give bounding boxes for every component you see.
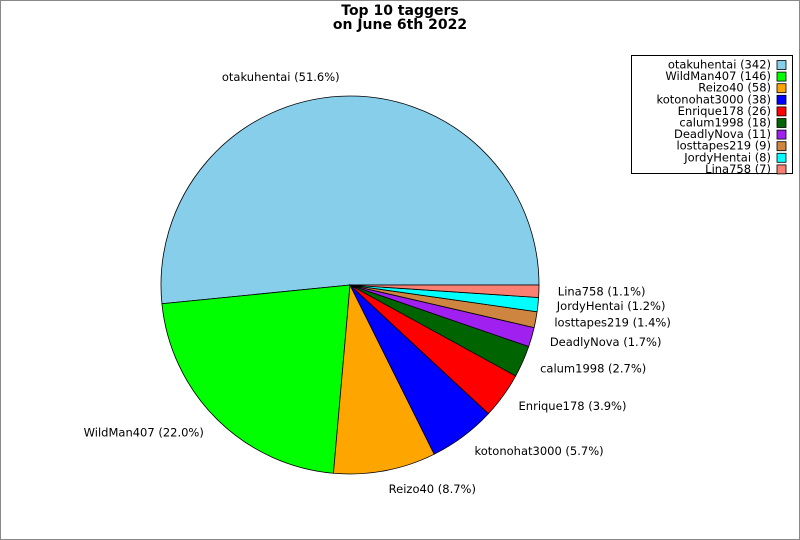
legend-label: Lina758 (7) bbox=[705, 162, 771, 176]
legend-label: Enrique178 (26) bbox=[678, 104, 771, 118]
slice-label: kotonohat3000 (5.7%) bbox=[475, 444, 604, 458]
legend-box bbox=[631, 55, 793, 174]
legend-label: Reizo40 (58) bbox=[698, 81, 771, 95]
legend-label: DeadlyNova (11) bbox=[674, 127, 771, 141]
legend-label: calum1998 (18) bbox=[679, 116, 771, 130]
slice-label: DeadlyNova (1.7%) bbox=[550, 335, 662, 349]
legend-label: otakuhentai (342) bbox=[668, 58, 771, 72]
slice-label: WildMan407 (22.0%) bbox=[84, 425, 204, 439]
slice-label: Enrique178 (3.9%) bbox=[519, 399, 627, 413]
pie-slice bbox=[349, 284, 540, 298]
legend-swatch bbox=[776, 141, 787, 152]
slice-label: otakuhentai (51.6%) bbox=[222, 70, 340, 84]
pie-slice bbox=[161, 284, 351, 474]
legend-swatch bbox=[776, 60, 787, 70]
legend-label: JordyHentai (8) bbox=[683, 150, 771, 164]
legend-swatch bbox=[776, 164, 787, 175]
chart-subtitle: on June 6th 2022 bbox=[333, 17, 467, 33]
legend-swatch bbox=[776, 71, 787, 82]
chart-title: Top 10 taggers bbox=[341, 3, 458, 19]
legend-swatch bbox=[776, 106, 787, 117]
slice-label: losttapes219 (1.4%) bbox=[554, 316, 670, 330]
slice-label: Reizo40 (8.7%) bbox=[389, 482, 476, 496]
slice-label: calum1998 (2.7%) bbox=[540, 362, 646, 376]
pie-slice bbox=[333, 283, 435, 475]
pie-slice bbox=[160, 95, 540, 305]
legend-swatch bbox=[776, 129, 787, 140]
legend-label: WildMan407 (146) bbox=[665, 69, 771, 83]
legend-label: losttapes219 (9) bbox=[676, 139, 771, 153]
slice-label: Lina758 (1.1%) bbox=[558, 284, 646, 298]
legend-label: kotonohat3000 (38) bbox=[656, 92, 771, 106]
legend-swatch bbox=[776, 152, 787, 163]
legend-swatch bbox=[776, 94, 787, 105]
legend-swatch bbox=[776, 83, 787, 94]
legend-swatch bbox=[776, 118, 787, 128]
slice-label: JordyHentai (1.2%) bbox=[556, 299, 666, 313]
